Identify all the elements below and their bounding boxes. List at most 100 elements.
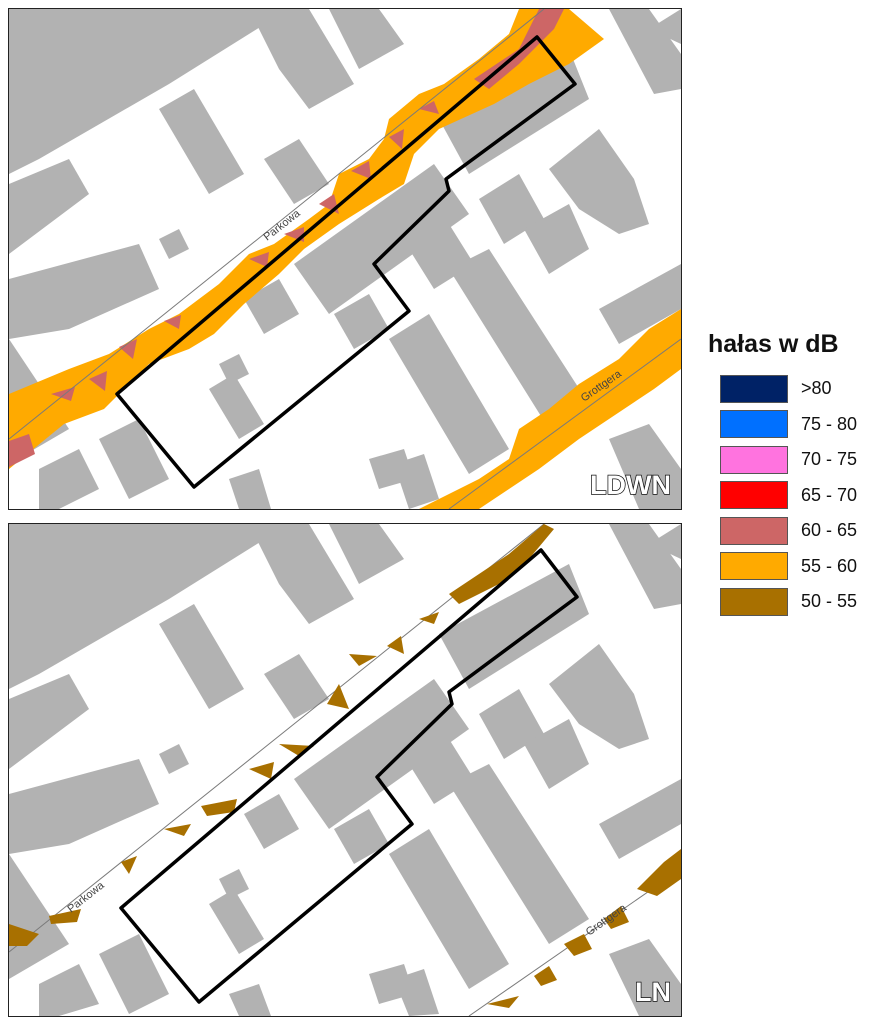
building bbox=[229, 469, 271, 509]
legend-label: 75 - 80 bbox=[801, 413, 858, 434]
noise-zone-50-55 bbox=[604, 906, 629, 929]
map-ldwn-canvas: Parkowa Grottgera bbox=[9, 9, 681, 509]
noise-zone-60-65 bbox=[9, 434, 35, 467]
building bbox=[394, 969, 439, 1016]
building bbox=[9, 9, 289, 174]
building bbox=[609, 939, 681, 1016]
building bbox=[159, 89, 244, 194]
building bbox=[219, 354, 249, 384]
legend-title: hałas w dB bbox=[708, 330, 839, 358]
road-grottgera-line bbox=[448, 338, 681, 509]
building bbox=[329, 9, 404, 69]
map-ln-canvas: Parkowa Grottgera bbox=[9, 524, 681, 1016]
noise-zone-60-65 bbox=[351, 161, 371, 179]
noise-zone-50-55 bbox=[487, 996, 519, 1008]
building bbox=[389, 314, 509, 474]
building bbox=[99, 934, 169, 1014]
building bbox=[394, 454, 439, 509]
building bbox=[599, 264, 681, 344]
noise-zone-50-55 bbox=[637, 849, 681, 896]
map-label-ln: LN bbox=[634, 976, 672, 1008]
building bbox=[209, 374, 264, 439]
noise-zone-50-55 bbox=[449, 524, 554, 604]
building bbox=[329, 524, 404, 584]
street-label-parkowa: Parkowa bbox=[65, 879, 107, 915]
map-label-ldwn: LDWN bbox=[589, 469, 671, 501]
noise-band-grottgera bbox=[419, 309, 681, 509]
building bbox=[9, 854, 69, 979]
legend: hałas w dB >80 75 - 80 70 - 75 65 - 70 60 - … bbox=[708, 330, 876, 620]
noise-zone-55-60 bbox=[9, 9, 604, 469]
building bbox=[549, 129, 649, 234]
building bbox=[294, 679, 469, 829]
building bbox=[389, 829, 509, 989]
building bbox=[524, 204, 589, 274]
legend-item: 70 - 75 bbox=[708, 442, 876, 478]
noise-band-parkowa bbox=[9, 524, 554, 946]
noise-zone-50-55 bbox=[121, 856, 137, 874]
legend-item: >80 bbox=[708, 371, 876, 407]
building bbox=[549, 644, 649, 749]
building bbox=[409, 739, 474, 804]
building bbox=[159, 744, 189, 774]
building bbox=[449, 249, 589, 429]
building bbox=[159, 229, 189, 259]
legend-label: >80 bbox=[801, 378, 832, 399]
legend-swatch bbox=[720, 410, 788, 439]
legend-items: >80 75 - 80 70 - 75 65 - 70 60 - 65 55 - 60 50… bbox=[708, 371, 876, 620]
building bbox=[249, 524, 354, 624]
noise-zone-50-55 bbox=[387, 636, 404, 654]
building bbox=[334, 809, 389, 864]
building bbox=[244, 794, 299, 849]
noise-zone-60-65 bbox=[89, 371, 107, 391]
noise-zone-50-55 bbox=[249, 762, 274, 779]
noise-zone-60-65 bbox=[419, 101, 439, 114]
legend-label: 70 - 75 bbox=[801, 449, 858, 470]
building bbox=[439, 564, 589, 689]
building bbox=[229, 984, 271, 1016]
legend-item: 55 - 60 bbox=[708, 549, 876, 585]
building bbox=[449, 764, 589, 944]
noise-zone-50-55 bbox=[9, 924, 39, 946]
noise-zone-50-55 bbox=[49, 909, 81, 924]
building bbox=[649, 9, 681, 44]
road-parkowa-line bbox=[9, 9, 545, 440]
building bbox=[9, 244, 159, 339]
building bbox=[9, 159, 89, 254]
building bbox=[219, 869, 249, 899]
buildings-layer bbox=[9, 9, 681, 509]
legend-swatch bbox=[720, 587, 788, 616]
road-centerlines bbox=[9, 9, 681, 509]
legend-label: 65 - 70 bbox=[801, 484, 858, 505]
map-ldwn: Parkowa Grottgera LDWN bbox=[8, 8, 682, 510]
legend-item: 65 - 70 bbox=[708, 478, 876, 514]
noise-zone-50-55 bbox=[349, 654, 377, 666]
legend-swatch bbox=[720, 481, 788, 510]
buildings-layer bbox=[9, 524, 681, 1016]
map-ln: Parkowa Grottgera LN bbox=[8, 523, 682, 1017]
noise-zone-60-65 bbox=[389, 129, 404, 149]
building bbox=[649, 524, 681, 559]
building bbox=[159, 604, 244, 709]
legend-label: 55 - 60 bbox=[801, 555, 858, 576]
building bbox=[264, 654, 329, 719]
noise-zone-60-65 bbox=[474, 9, 564, 89]
noise-zone-60-65 bbox=[249, 252, 269, 267]
building bbox=[9, 524, 289, 689]
building bbox=[244, 279, 299, 334]
legend-swatch bbox=[720, 445, 788, 474]
legend-item: 60 - 65 bbox=[708, 513, 876, 549]
legend-item: 50 - 55 bbox=[708, 584, 876, 620]
legend-swatch bbox=[720, 516, 788, 545]
legend-swatch bbox=[720, 552, 788, 581]
legend-label: 60 - 65 bbox=[801, 520, 858, 541]
legend-swatch bbox=[720, 374, 788, 403]
building bbox=[294, 164, 469, 314]
building bbox=[609, 424, 681, 509]
building bbox=[209, 889, 264, 954]
noise-zone-60-65 bbox=[119, 339, 137, 359]
noise-zone-50-55 bbox=[534, 966, 557, 986]
building bbox=[249, 9, 354, 109]
building bbox=[9, 674, 89, 769]
noise-zone-60-65 bbox=[164, 315, 181, 329]
